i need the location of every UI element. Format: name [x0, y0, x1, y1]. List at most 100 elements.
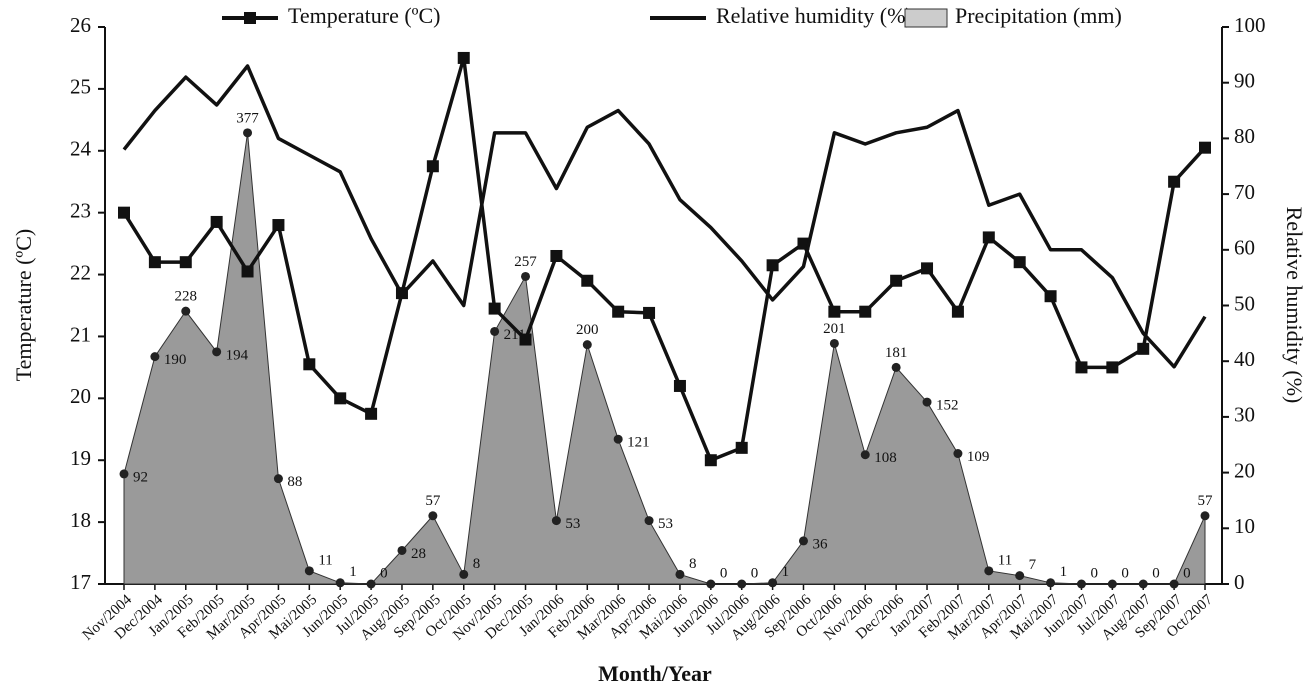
line — [122, 56, 1207, 462]
marker — [921, 262, 934, 275]
data-label: 109 — [967, 449, 990, 465]
y-tick-label: 23 — [70, 198, 91, 222]
marker — [241, 265, 254, 278]
y2-tick-label: 30 — [1234, 403, 1255, 427]
data-label: 0 — [720, 565, 728, 581]
precipitation-point — [1169, 579, 1179, 589]
marker — [426, 160, 439, 173]
precipitation-point — [582, 340, 592, 350]
marker — [1168, 175, 1181, 188]
y-tick-label: 25 — [70, 75, 91, 99]
data-label: 11 — [318, 552, 332, 568]
marker — [673, 379, 686, 392]
data-label: 108 — [874, 450, 897, 466]
marker — [1199, 141, 1211, 154]
data-label: 121 — [627, 435, 650, 451]
precipitation-point — [644, 516, 654, 526]
data-label: 8 — [473, 556, 481, 572]
data-label: 92 — [133, 469, 148, 485]
precipitation-point — [1046, 578, 1056, 588]
precipitation-point — [953, 449, 963, 459]
marker — [148, 256, 161, 269]
y-tick-label: 26 — [70, 13, 91, 37]
y-axis-title: Temperature (ºC) — [11, 229, 36, 382]
data-label: 228 — [175, 289, 198, 305]
y2-axis-title: Relative humidity (%) — [1282, 207, 1307, 404]
data-label: 0 — [380, 565, 388, 581]
data-label: 377 — [236, 110, 259, 126]
precipitation-point — [1107, 579, 1117, 589]
data-label: 0 — [751, 565, 759, 581]
data-label: 201 — [823, 321, 846, 337]
y-tick-label: 21 — [70, 322, 91, 346]
x-axis-title: Month/Year — [598, 661, 712, 686]
precipitation-point — [860, 450, 870, 460]
y2-tick-label: 90 — [1234, 69, 1255, 93]
marker — [519, 333, 532, 346]
data-label: 257 — [514, 254, 537, 270]
marker — [890, 274, 903, 287]
marker — [1137, 342, 1150, 355]
data-label: 88 — [287, 474, 302, 490]
marker — [766, 259, 779, 272]
precipitation-point — [737, 579, 747, 589]
y-tick-label: 24 — [70, 137, 92, 161]
precipitation-point — [922, 397, 932, 407]
marker — [735, 441, 748, 454]
marker — [118, 206, 130, 219]
y-tick-label: 17 — [70, 570, 91, 594]
y2-tick-label: 80 — [1234, 124, 1255, 148]
marker — [210, 215, 223, 228]
precipitation-point — [1076, 579, 1086, 589]
precipitation-point — [459, 569, 469, 579]
y2-tick-label: 0 — [1234, 570, 1245, 594]
y2-tick-label: 70 — [1234, 180, 1255, 204]
data-label: 0 — [1121, 565, 1129, 581]
precipitation-point — [366, 579, 376, 589]
precipitation-point — [335, 578, 345, 588]
data-label: 152 — [936, 398, 959, 414]
precipitation-point — [984, 566, 994, 576]
marker — [859, 305, 872, 318]
data-label: 36 — [812, 536, 828, 552]
legend-label: Relative humidity (%) — [716, 3, 913, 28]
data-label: 8 — [689, 556, 697, 572]
marker — [704, 454, 717, 467]
line — [122, 64, 1207, 369]
data-label: 190 — [164, 352, 187, 368]
y-tick-label: 20 — [70, 384, 91, 408]
precipitation-point — [273, 474, 283, 484]
precipitation-point — [1015, 571, 1025, 581]
data-label: 28 — [411, 546, 426, 562]
data-label: 200 — [576, 322, 599, 338]
precipitation-point — [1138, 579, 1148, 589]
data-label: 57 — [1198, 493, 1214, 509]
y2-tick-label: 40 — [1234, 347, 1255, 371]
data-label: 194 — [226, 347, 249, 363]
precipitation-point — [212, 347, 222, 357]
precipitation-point — [551, 516, 561, 526]
y-tick-label: 18 — [70, 508, 91, 532]
marker — [179, 256, 192, 269]
y-tick-label: 19 — [70, 446, 91, 470]
marker — [272, 219, 285, 232]
precipitation-point — [829, 338, 839, 348]
marker — [457, 51, 470, 64]
y2-tick-label: 20 — [1234, 458, 1255, 482]
data-label: 0 — [1090, 565, 1098, 581]
precipitation-point — [675, 569, 685, 579]
data-label: 1 — [782, 564, 790, 580]
y2-tick-label: 50 — [1234, 291, 1255, 315]
y-tick-label: 22 — [70, 260, 91, 284]
data-label: 57 — [425, 493, 441, 509]
y2-tick-label: 100 — [1234, 13, 1266, 37]
data-label: 11 — [998, 552, 1012, 568]
marker — [303, 358, 316, 371]
precipitation-point — [613, 434, 623, 444]
marker — [951, 305, 964, 318]
data-label: 0 — [1183, 565, 1191, 581]
marker — [982, 231, 995, 244]
marker — [612, 305, 625, 318]
marker — [1075, 361, 1088, 374]
